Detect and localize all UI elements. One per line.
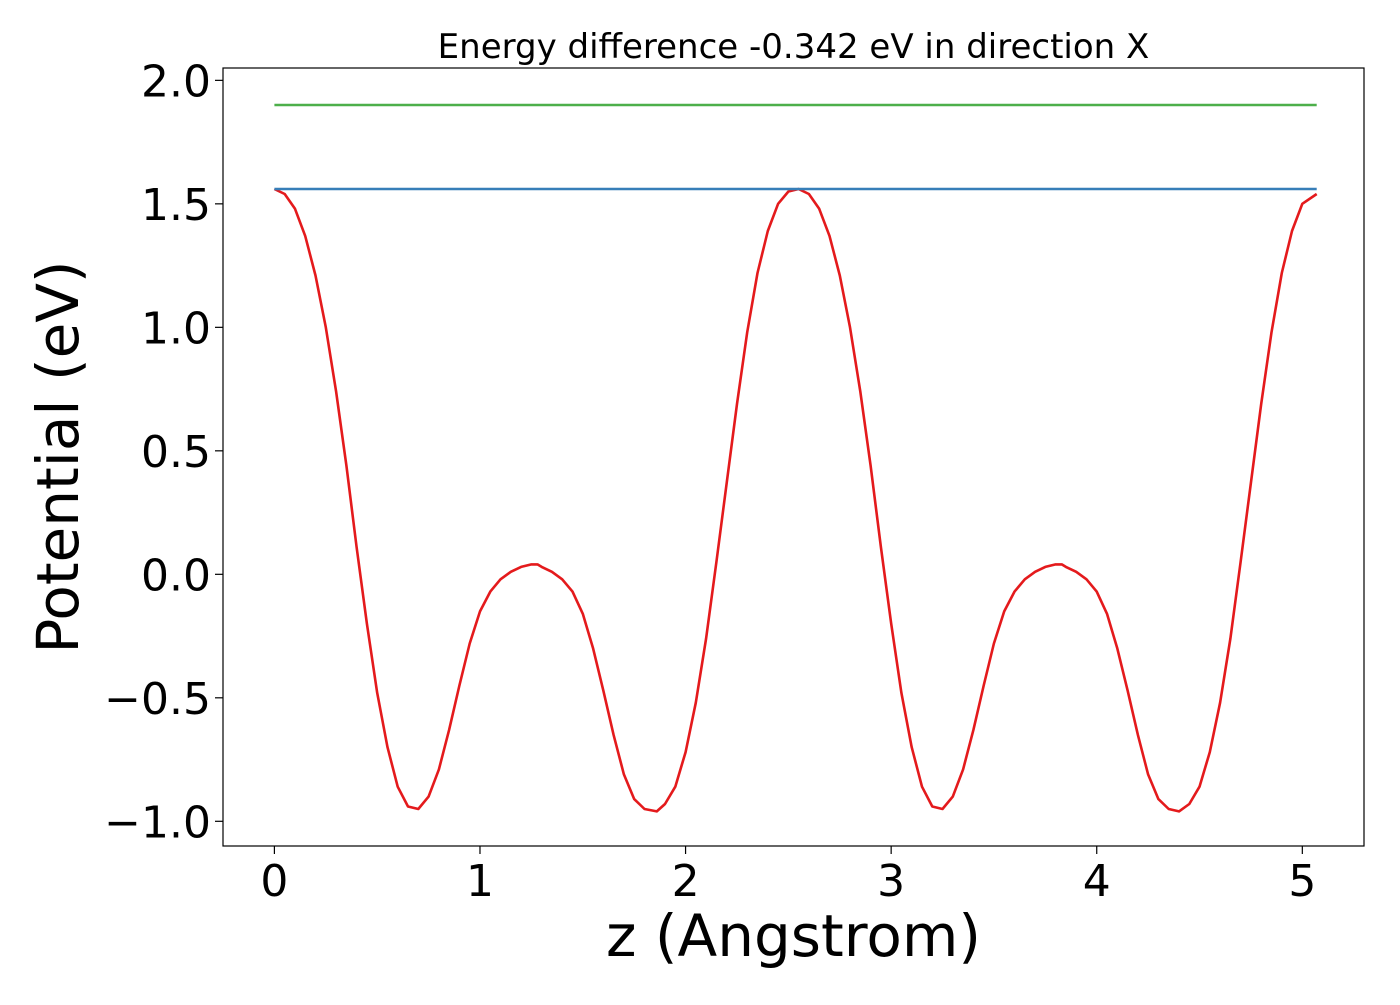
y-tick-label: 1.5 bbox=[141, 180, 211, 231]
y-axis-label: Potential (eV) bbox=[24, 260, 92, 653]
y-axis-ticks: −1.0 −0.5 0.0 0.5 1.0 1.5 2.0 bbox=[104, 56, 223, 848]
y-tick-label: 2.0 bbox=[141, 56, 211, 107]
y-tick-label: 0.5 bbox=[141, 427, 211, 478]
x-tick-label: 5 bbox=[1288, 856, 1316, 907]
x-tick-label: 1 bbox=[466, 856, 494, 907]
y-tick-label: 1.0 bbox=[141, 303, 211, 354]
x-axis-ticks: 0 1 2 3 4 5 bbox=[260, 846, 1316, 907]
x-tick-label: 4 bbox=[1083, 856, 1111, 907]
y-tick-label: 0.0 bbox=[141, 550, 211, 601]
y-tick-label: −1.0 bbox=[104, 797, 211, 848]
x-tick-label: 0 bbox=[260, 856, 288, 907]
chart-title: Energy difference -0.342 eV in direction… bbox=[438, 27, 1150, 67]
plot-frame bbox=[222, 67, 1365, 847]
x-tick-label: 3 bbox=[877, 856, 905, 907]
y-tick-label: −0.5 bbox=[104, 674, 211, 725]
x-tick-label: 2 bbox=[672, 856, 700, 907]
x-axis-label: z (Angstrom) bbox=[606, 902, 981, 970]
series-line-0 bbox=[273, 187, 1318, 813]
series-layer bbox=[273, 103, 1318, 813]
